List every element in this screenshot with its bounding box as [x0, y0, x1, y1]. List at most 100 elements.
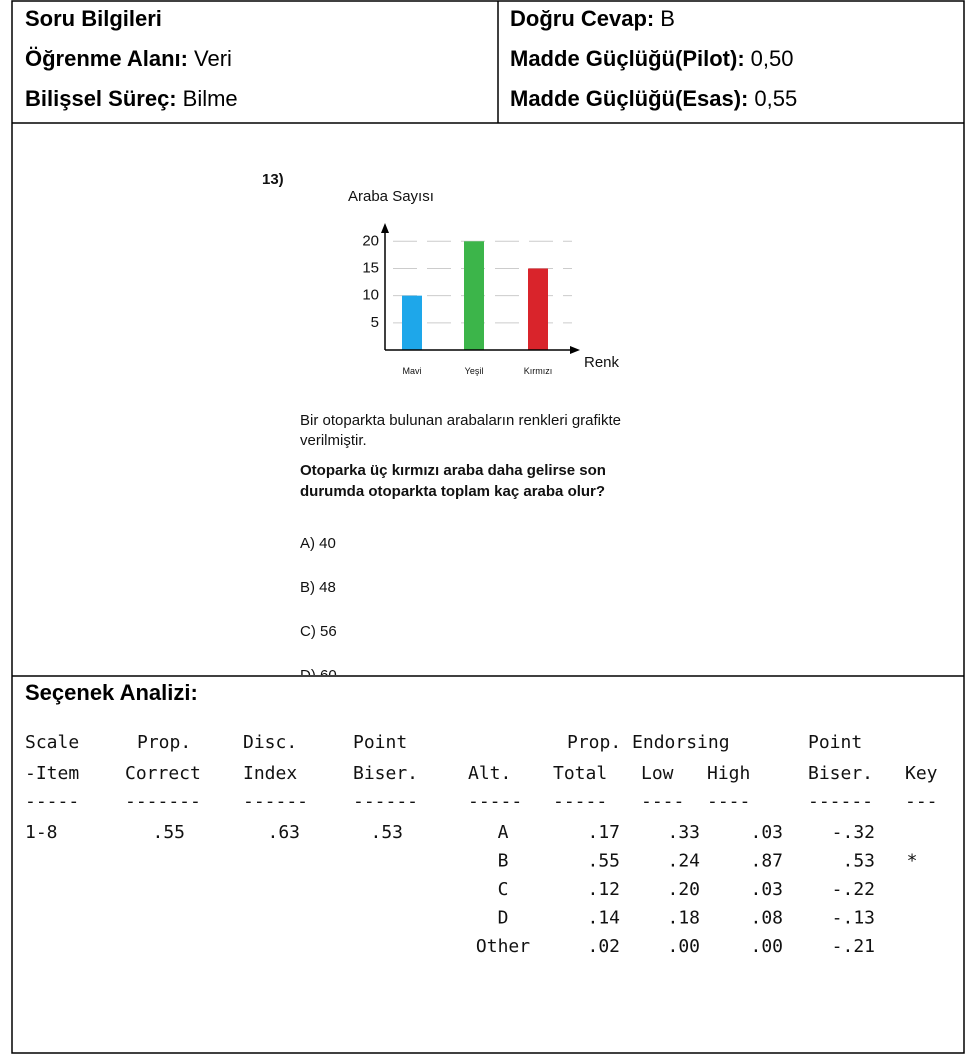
- y-tick-label: 20: [362, 232, 379, 249]
- x-tick-label: Kırmızı: [524, 366, 553, 376]
- field-value: B: [660, 6, 675, 31]
- field-value: 0,50: [751, 46, 794, 71]
- header-field: Madde Güçlüğü(Pilot): 0,50: [510, 46, 793, 71]
- cell: .18: [667, 908, 700, 929]
- cell: .00: [750, 936, 783, 957]
- x-arrow: [570, 346, 580, 354]
- cell: A: [498, 822, 509, 843]
- header-field: Öğrenme Alanı: Veri: [25, 46, 232, 71]
- cell: .12: [587, 879, 620, 900]
- cell: .55: [587, 851, 620, 872]
- y-axis-label: Araba Sayısı: [348, 188, 434, 205]
- x-tick-label: Yeşil: [465, 366, 484, 376]
- cell: .02: [587, 936, 620, 957]
- cell: .87: [750, 851, 783, 872]
- column-rule: ------: [808, 791, 873, 812]
- question-prompt: durumda otoparkta toplam kaç araba olur?: [300, 483, 605, 500]
- cell: .24: [667, 851, 700, 872]
- question-area: 13) Araba Sayısı 5 10 15 20 Mavi Yeşil Kırmızı Re…: [262, 171, 621, 684]
- column-rule: -----: [553, 791, 607, 812]
- column-rule: ----: [641, 791, 684, 812]
- field-value: 0,55: [754, 86, 797, 111]
- answer-option: D) 60: [300, 667, 337, 684]
- column-header: -Item: [25, 763, 79, 784]
- column-header: Alt.: [468, 763, 511, 784]
- column-header: Total: [553, 763, 607, 784]
- bar: [464, 241, 484, 350]
- column-rule: ----: [707, 791, 750, 812]
- field-value: Veri: [194, 46, 232, 71]
- column-header: Correct: [125, 763, 201, 784]
- column-header: Disc.: [243, 732, 297, 753]
- cell: .14: [587, 908, 620, 929]
- column-rule: -----: [25, 791, 79, 812]
- question-prompt: Otoparka üç kırmızı araba daha gelirse s…: [300, 462, 606, 479]
- bar: [402, 295, 422, 350]
- header-field: Madde Güçlüğü(Esas): 0,55: [510, 86, 797, 111]
- cell: .03: [750, 879, 783, 900]
- y-tick-label: 15: [362, 259, 379, 276]
- cell: .55: [152, 822, 185, 843]
- cell: .53: [370, 822, 403, 843]
- column-header: Scale: [25, 732, 79, 753]
- cell: Other: [476, 936, 530, 957]
- cell: C: [498, 879, 509, 900]
- cell: -.22: [832, 879, 875, 900]
- question-number: 13): [262, 171, 284, 188]
- header-field: Soru Bilgileri: [25, 6, 162, 31]
- column-header: Point: [808, 732, 862, 753]
- cell: D: [498, 908, 509, 929]
- field-label: Bilişsel Süreç:: [25, 86, 177, 111]
- bar: [528, 268, 548, 350]
- x-axis-label: Renk: [584, 354, 620, 371]
- field-label: Madde Güçlüğü(Esas):: [510, 86, 748, 111]
- cell: B: [498, 851, 509, 872]
- column-header: Low: [641, 763, 674, 784]
- column-rule: -------: [125, 791, 201, 812]
- analysis-title: Seçenek Analizi:: [25, 680, 198, 705]
- cell: -.32: [832, 822, 875, 843]
- column-header: High: [707, 763, 750, 784]
- y-tick-label: 10: [362, 287, 379, 304]
- column-header: Prop.: [137, 732, 191, 753]
- column-rule: ------: [243, 791, 308, 812]
- question-text: Bir otoparkta bulunan arabaların renkler…: [300, 412, 621, 429]
- cell: .20: [667, 879, 700, 900]
- answer-option: A) 40: [300, 535, 336, 552]
- header-field: Bilişsel Süreç: Bilme: [25, 86, 238, 111]
- column-header: Point: [353, 732, 407, 753]
- cell: .63: [267, 822, 300, 843]
- field-label: Madde Güçlüğü(Pilot):: [510, 46, 745, 71]
- cell: .00: [667, 936, 700, 957]
- column-header: Key: [905, 763, 938, 784]
- cell: .33: [667, 822, 700, 843]
- field-label: Doğru Cevap:: [510, 6, 654, 31]
- column-header: Biser.: [808, 763, 873, 784]
- cell: .03: [750, 822, 783, 843]
- field-label: Öğrenme Alanı:: [25, 46, 188, 71]
- column-rule: ---: [905, 791, 938, 812]
- cell: .17: [587, 822, 620, 843]
- question-text: verilmiştir.: [300, 432, 367, 449]
- column-header: Prop. Endorsing: [567, 732, 730, 753]
- field-label: Soru Bilgileri: [25, 6, 162, 31]
- cell: 1-8: [25, 822, 58, 843]
- y-tick-label: 5: [371, 314, 379, 331]
- x-tick-label: Mavi: [402, 366, 421, 376]
- cell: .53: [842, 851, 875, 872]
- answer-option: C) 56: [300, 623, 337, 640]
- outer-border: [11, 0, 965, 1054]
- column-header: Biser.: [353, 763, 418, 784]
- cell: *: [907, 851, 918, 872]
- column-header: Index: [243, 763, 297, 784]
- column-rule: ------: [353, 791, 418, 812]
- cell: -.21: [832, 936, 875, 957]
- header-field: Doğru Cevap: B: [510, 6, 675, 31]
- y-arrow: [381, 223, 389, 233]
- field-value: Bilme: [183, 86, 238, 111]
- cell: .08: [750, 908, 783, 929]
- column-rule: -----: [468, 791, 522, 812]
- cell: -.13: [832, 908, 875, 929]
- answer-option: B) 48: [300, 579, 336, 596]
